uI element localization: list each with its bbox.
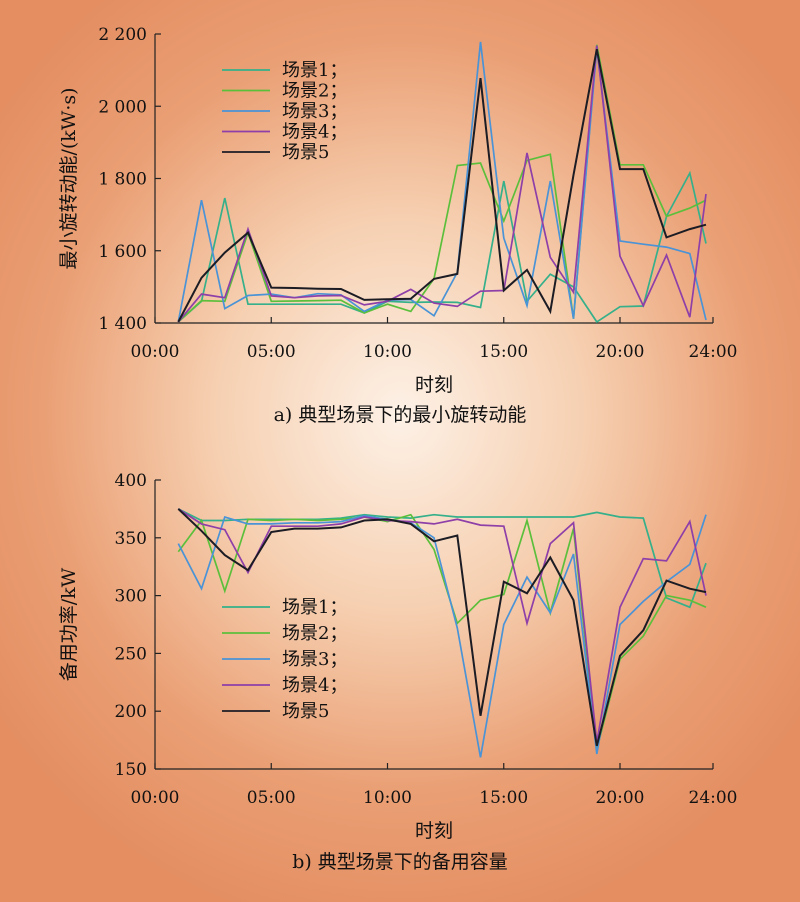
series-line-3 — [177, 41, 707, 323]
x-tick-label: 20:00 — [596, 342, 645, 362]
legend-label: 场景1； — [282, 597, 347, 618]
legend-label: 场景5 — [282, 142, 329, 163]
y-axis-title: 备用功率/kW — [58, 567, 80, 681]
series-line-5 — [177, 49, 707, 323]
x-tick-label: 00:00 — [131, 342, 180, 362]
series-line-2 — [177, 513, 707, 750]
y-tick-label: 350 — [115, 529, 147, 549]
x-tick-label: 15:00 — [479, 788, 528, 808]
series-line-4 — [177, 45, 707, 323]
y-tick-label: 150 — [115, 760, 147, 780]
series-line-2 — [177, 44, 707, 323]
legend: 场景1；场景2；场景3；场景4；场景5 — [222, 60, 347, 163]
y-tick-label: 2 200 — [98, 25, 147, 45]
series-line-1 — [177, 170, 707, 324]
legend: 场景1； 场景2； 场景3； 场景4； 场景5 — [222, 597, 347, 722]
x-tick-label: 10:00 — [363, 788, 412, 808]
x-axis-title: 时刻 — [415, 820, 453, 842]
y-tick-label: 250 — [115, 644, 147, 664]
y-tick-label: 200 — [115, 702, 147, 722]
x-axis-title: 时刻 — [415, 374, 453, 396]
x-tick-label: 20:00 — [596, 788, 645, 808]
legend-label: 场景3； — [282, 649, 347, 670]
legend-label: 场景1； — [282, 60, 347, 81]
x-tick-label: 15:00 — [479, 342, 528, 362]
y-tick-label: 2 000 — [98, 97, 147, 117]
y-tick-label: 1 600 — [98, 242, 147, 262]
chart-panel-a: 1 400 1 600 1 800 2 000 2 200 00:00 05:00 10:00… — [58, 25, 738, 426]
chart-panel-b: 150 200 250 300 350 400 00:00 05:00 10:00 15:00 20… — [58, 471, 738, 873]
y-tick-label: 400 — [115, 471, 147, 491]
x-tick-label: 10:00 — [363, 342, 412, 362]
x-tick-label: 05:00 — [247, 342, 296, 362]
legend-label: 场景2； — [282, 81, 347, 102]
panel-caption: b) 典型场景下的备用容量 — [292, 851, 508, 873]
series-line-1 — [177, 508, 707, 609]
legend-label: 场景3； — [282, 101, 347, 122]
legend-label: 场景2； — [282, 623, 347, 644]
x-tick-label: 24:00 — [689, 342, 738, 362]
legend-label: 场景4； — [282, 675, 347, 696]
x-tick-label: 24:00 — [689, 788, 738, 808]
y-tick-label: 1 400 — [98, 314, 147, 334]
x-tick-label: 00:00 — [131, 788, 180, 808]
x-tick-label: 05:00 — [247, 788, 296, 808]
y-axis-title: 最小旋转动能/(kW·s) — [58, 87, 80, 269]
legend-label: 场景5 — [282, 701, 329, 722]
legend-label: 场景4； — [282, 122, 347, 143]
y-tick-label: 1 800 — [98, 170, 147, 190]
y-tick-label: 300 — [115, 587, 147, 607]
panel-caption: a) 典型场景下的最小旋转动能 — [274, 404, 527, 426]
series-line-4 — [177, 508, 707, 743]
series-line-5 — [177, 508, 707, 747]
series-line-3 — [177, 514, 707, 758]
